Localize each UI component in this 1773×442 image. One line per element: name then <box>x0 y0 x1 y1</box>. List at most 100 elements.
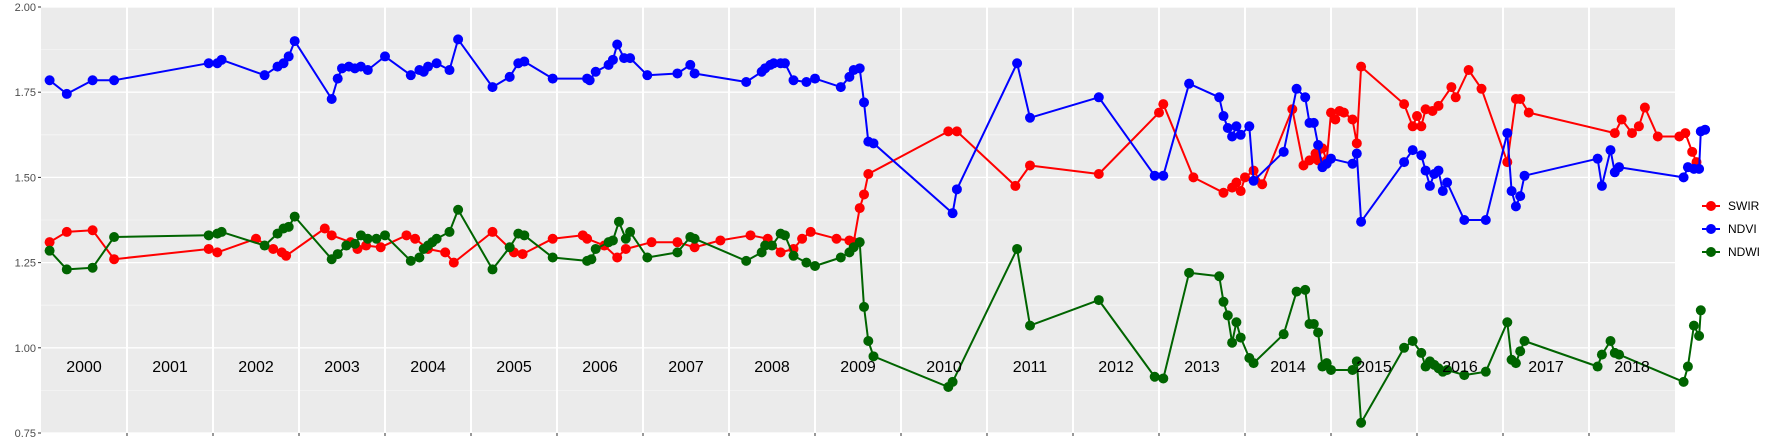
ndvi-data-point <box>1592 153 1603 164</box>
swir-data-point <box>1347 114 1358 125</box>
ndwi-data-point <box>590 243 601 254</box>
swir-data-point <box>612 252 623 263</box>
ndvi-data-point <box>444 65 455 76</box>
ndwi-data-point <box>1218 296 1229 307</box>
ndvi-data-point <box>283 51 294 62</box>
ndwi-data-point <box>1515 346 1526 357</box>
swir-data-point <box>1412 111 1422 122</box>
swir-data-point <box>1687 146 1698 157</box>
ndvi-data-point <box>431 58 442 69</box>
swir-data-point <box>620 243 631 254</box>
ndvi-data-point <box>1700 124 1711 135</box>
ndwi-data-point <box>414 252 425 263</box>
swir-data-point <box>212 247 223 258</box>
ndvi-data-point <box>741 76 752 87</box>
ndvi-data-point <box>1506 186 1517 197</box>
ndwi-data-point <box>1235 332 1246 343</box>
ndvi-data-point <box>1244 121 1255 132</box>
ndvi-data-point <box>423 61 433 72</box>
ndvi-data-point <box>1424 180 1435 191</box>
swir-data-point <box>1523 107 1534 118</box>
ndwi-data-point <box>1442 364 1453 375</box>
ndvi-data-point <box>504 71 515 82</box>
ndwi-data-point <box>1025 320 1035 331</box>
swir-data-point <box>1463 65 1474 76</box>
ndwi-data-point <box>1231 317 1242 328</box>
ndwi-data-point <box>1596 349 1607 360</box>
ndwi-data-point <box>835 252 846 263</box>
ndwi-data-point <box>1351 356 1362 367</box>
swir-data-point <box>672 237 683 248</box>
ndwi-data-point <box>109 232 120 243</box>
year-label: 2015 <box>1356 359 1392 376</box>
ndwi-data-point <box>788 250 799 261</box>
x-axis <box>126 433 1590 436</box>
swir-data-point <box>1616 114 1627 125</box>
swir-data-point <box>44 237 55 248</box>
year-label: 2016 <box>1442 359 1478 376</box>
ndvi-data-point <box>1407 145 1418 156</box>
swir-data-point <box>1025 160 1035 171</box>
ndvi-data-point <box>1222 122 1233 133</box>
ndwi-data-point <box>1694 330 1705 341</box>
ndwi-data-point <box>444 226 455 237</box>
ndwi-data-point <box>689 233 700 244</box>
ndwi-data-point <box>283 221 294 232</box>
ndvi-data-point <box>61 88 72 99</box>
swir-data-point <box>1304 155 1315 166</box>
swir-data-point <box>1446 82 1457 93</box>
ndwi-data-point <box>519 230 530 241</box>
ndwi-data-point <box>371 233 382 244</box>
ndvi-data-point <box>44 75 55 86</box>
ndwi-data-point <box>1347 364 1358 375</box>
ndwi-data-point <box>779 230 790 241</box>
swir-data-point <box>1356 61 1367 72</box>
swir-data-point <box>1235 186 1246 197</box>
ndvi-data-point <box>1519 170 1530 181</box>
ndwi-data-point <box>1184 267 1195 278</box>
ndvi-data-point <box>1248 175 1259 186</box>
swir-legend-key-point <box>1706 201 1716 211</box>
ndvi-data-point <box>380 51 390 62</box>
ndvi-data-point <box>1399 157 1410 168</box>
swir-data-point <box>1154 107 1164 118</box>
swir-data-point <box>487 226 498 237</box>
ndvi-data-point <box>203 58 214 69</box>
ndwi-data-point <box>1459 370 1470 381</box>
ndwi-data-point <box>1682 361 1693 372</box>
ndwi-data-point <box>259 240 270 251</box>
ndvi-data-point <box>1442 177 1453 188</box>
ndvi-data-point <box>1678 172 1689 183</box>
ndvi-data-point <box>590 66 601 77</box>
series-layer <box>44 34 1711 428</box>
ndwi-data-point <box>1149 371 1160 382</box>
swir-data-point <box>1515 94 1526 105</box>
swir-data-point <box>1093 168 1104 179</box>
swir-data-point <box>1416 121 1427 132</box>
ndvi-data-point <box>1291 83 1302 94</box>
ndwi-data-point <box>947 376 958 387</box>
ndwi-data-point <box>1300 284 1311 295</box>
ndwi-data-point <box>431 233 442 244</box>
ndvi-data-point <box>1313 140 1324 151</box>
ndwi-data-point <box>1214 271 1225 282</box>
ndvi-data-point <box>625 53 636 64</box>
year-label: 2014 <box>1270 359 1306 376</box>
swir-data-point <box>775 247 786 258</box>
ndwi-legend-label: NDWI <box>1728 245 1760 259</box>
ndwi-data-point <box>1688 320 1699 331</box>
ndvi-data-point <box>487 82 498 93</box>
swir-data-point <box>1231 177 1242 188</box>
ndwi-data-point <box>1614 349 1625 360</box>
swir-data-point <box>517 249 528 260</box>
ndvi-data-point <box>672 68 683 79</box>
ndwi-data-point <box>1519 335 1530 346</box>
year-label: 2000 <box>66 359 102 376</box>
ndvi-data-point <box>1605 145 1616 156</box>
ndwi-data-point <box>613 216 624 227</box>
swir-legend-label: SWIR <box>1728 199 1760 213</box>
swir-data-point <box>745 230 756 241</box>
ndvi-data-point <box>1218 111 1229 122</box>
y-axis: 0.75 1.00 1.25 1.50 1.75 2.00 <box>15 2 41 440</box>
year-label: 2003 <box>324 359 360 376</box>
